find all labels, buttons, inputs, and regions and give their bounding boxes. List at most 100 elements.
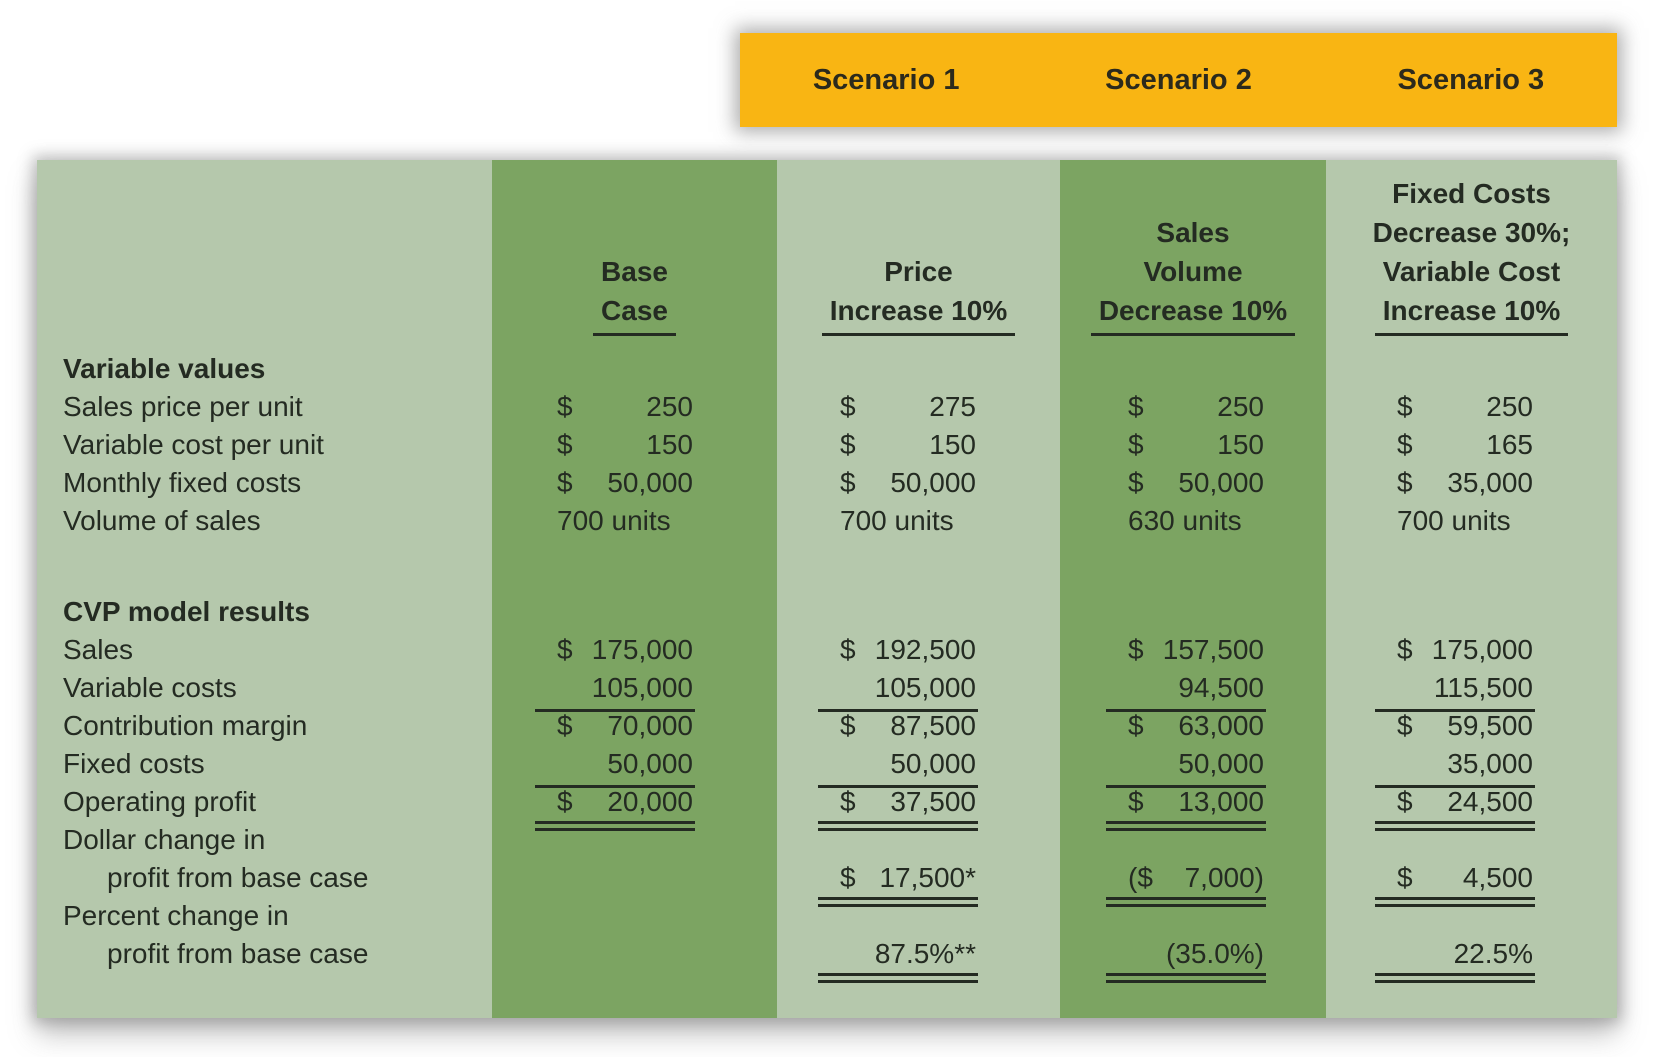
currency-symbol: $: [1128, 786, 1144, 817]
header-line: Base: [601, 256, 668, 287]
header-scenario-2: Sales Volume Decrease 10%: [1060, 160, 1326, 350]
amount: 94,500: [1178, 672, 1264, 703]
value-s2: $250: [1128, 391, 1264, 423]
units-value: 700 units: [1397, 505, 1511, 536]
row-label: Volume of sales: [63, 505, 261, 536]
value-base: 50,000: [535, 748, 695, 788]
amount: 59,500: [1447, 710, 1533, 741]
amount: 63,000: [1178, 710, 1264, 741]
value-s1: $17,500*: [818, 862, 978, 907]
value-s3: $250: [1397, 391, 1533, 423]
row-label: Percent change in: [63, 900, 289, 931]
amount: 35,000: [1447, 467, 1533, 498]
row-dollar-change-line1: Dollar change in: [37, 821, 1617, 859]
value-s3: $59,500: [1397, 710, 1533, 742]
value-base: $50,000: [557, 467, 693, 499]
row-label: Sales: [63, 634, 134, 665]
amount: 105,000: [591, 672, 693, 703]
amount: 20,000: [607, 786, 693, 817]
currency-symbol: $: [557, 391, 573, 422]
currency-symbol: $: [1128, 710, 1144, 741]
currency-symbol: $: [840, 429, 856, 460]
amount: 150: [1217, 429, 1264, 460]
amount: 50,000: [890, 467, 976, 498]
row-label: Contribution margin: [63, 710, 308, 741]
amount: 37,500: [890, 786, 976, 817]
currency-symbol: $: [1128, 391, 1144, 422]
amount: 165: [1486, 429, 1533, 460]
value-s1: 700 units: [840, 505, 976, 537]
column-bg-scenario-2: [1060, 160, 1326, 1018]
value-s3: $24,500: [1375, 786, 1535, 831]
row-volume-of-sales: Volume of sales 700 units 700 units 630 …: [37, 502, 1617, 540]
value-s1: 87.5%**: [818, 938, 978, 983]
section-heading: Variable values: [63, 353, 266, 384]
currency-symbol: $: [1397, 634, 1413, 665]
units-value: 700 units: [557, 505, 671, 536]
amount: 157,500: [1162, 634, 1264, 665]
value-s1: 50,000: [818, 748, 978, 788]
units-value: 700 units: [840, 505, 954, 536]
amount: 22.5%: [1453, 938, 1533, 969]
amount: 13,000: [1178, 786, 1264, 817]
currency-symbol: $: [840, 862, 856, 893]
amount: 17,500*: [879, 862, 976, 893]
currency-symbol: $: [1397, 467, 1413, 498]
row-sales-price: Sales price per unit $250 $275 $250 $250: [37, 388, 1617, 426]
row-label: Variable costs: [63, 672, 237, 703]
currency-symbol: $: [840, 634, 856, 665]
amount: 24,500: [1447, 786, 1533, 817]
value-s1: $150: [840, 429, 976, 461]
row-label: Variable cost per unit: [63, 429, 324, 460]
amount: (35.0%): [1165, 938, 1264, 969]
value-s3: $35,000: [1397, 467, 1533, 499]
row-section-cvp-results: CVP model results: [37, 593, 1617, 631]
amount: 7,000): [1184, 862, 1264, 893]
table-content: Base Case Price Increase 10% Sales Volum…: [37, 160, 1617, 1018]
amount: 192,500: [874, 634, 976, 665]
currency-symbol: $: [1128, 429, 1144, 460]
units-value: 630 units: [1128, 505, 1242, 536]
column-bg-scenario-1: [777, 160, 1060, 1018]
value-s3: 35,000: [1375, 748, 1535, 788]
header-line-underlined: Case: [593, 291, 676, 336]
value-s1: $192,500: [840, 634, 976, 666]
amount: 250: [1217, 391, 1264, 422]
currency-symbol: $: [1397, 391, 1413, 422]
row-label: Sales price per unit: [63, 391, 303, 422]
header-scenario-3: Fixed Costs Decrease 30%; Variable Cost …: [1326, 160, 1617, 350]
value-s3: $4,500: [1375, 862, 1535, 907]
column-backgrounds: [37, 160, 1617, 1018]
banner-scenario-2: Scenario 2: [1105, 63, 1252, 96]
section-heading: CVP model results: [63, 596, 310, 627]
banner-scenario-3: Scenario 3: [1397, 63, 1545, 96]
currency-symbol: $: [1128, 467, 1144, 498]
value-s2: 94,500: [1106, 672, 1266, 712]
amount: 50,000: [890, 748, 976, 779]
amount: 35,000: [1447, 748, 1533, 779]
row-dollar-change: profit from base case $17,500* ($ 7,000) …: [37, 859, 1617, 907]
row-operating-profit: Operating profit $20,000 $37,500 $13,000…: [37, 783, 1617, 831]
row-label: Operating profit: [63, 786, 256, 817]
currency-symbol: $: [840, 786, 856, 817]
row-percent-change: profit from base case 87.5%** (35.0%) 22…: [37, 935, 1617, 983]
currency-symbol: $: [557, 786, 573, 817]
value-s1: 105,000: [818, 672, 978, 712]
currency-symbol: $: [1397, 429, 1413, 460]
row-label: profit from base case: [107, 938, 369, 969]
amount: 50,000: [607, 467, 693, 498]
currency-symbol: $: [557, 429, 573, 460]
row-variable-costs: Variable costs 105,000 105,000 94,500 11…: [37, 669, 1617, 712]
header-empty: [37, 160, 492, 350]
value-s1: $37,500: [818, 786, 978, 831]
row-contribution-margin: Contribution margin $70,000 $87,500 $63,…: [37, 707, 1617, 745]
currency-symbol: $: [1128, 634, 1144, 665]
value-base: 105,000: [535, 672, 695, 712]
value-s3: 22.5%: [1375, 938, 1535, 983]
value-base: $20,000: [535, 786, 695, 831]
amount: 87,500: [890, 710, 976, 741]
column-bg-base-case: [492, 160, 777, 1018]
value-base: $175,000: [557, 634, 693, 666]
value-s2: $13,000: [1106, 786, 1266, 831]
